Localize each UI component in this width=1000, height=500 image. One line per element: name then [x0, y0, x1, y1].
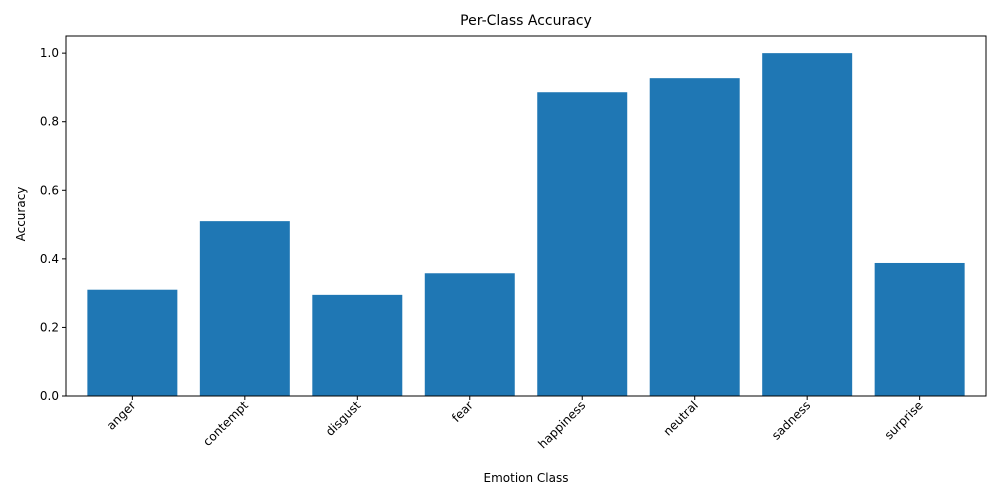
- bar-surprise: [874, 262, 965, 396]
- bar-contempt: [199, 221, 290, 396]
- y-tick-label: 0.0: [40, 389, 59, 403]
- y-axis-label: Accuracy: [14, 187, 28, 242]
- chart-title: Per-Class Accuracy: [460, 13, 592, 29]
- y-tick-label: 0.4: [40, 252, 59, 266]
- y-tick-label: 1.0: [40, 46, 59, 60]
- plot-area: 0.0 0.2 0.4 0.6 0.8 1.0 anger contempt disgust fe…: [40, 35, 987, 451]
- bar-anger: [87, 289, 178, 396]
- x-tick-label-happiness: happiness: [535, 398, 588, 451]
- x-tick-label-contempt: contempt: [200, 398, 251, 449]
- y-tick-label: 0.8: [40, 115, 59, 129]
- bar-neutral: [649, 78, 740, 397]
- x-axis-label: Emotion Class: [484, 471, 569, 485]
- bar-happiness: [537, 92, 628, 396]
- y-tick-label: 0.2: [40, 320, 59, 334]
- bar-disgust: [312, 294, 403, 396]
- x-tick-label-neutral: neutral: [661, 398, 701, 438]
- x-tick-label-anger: anger: [104, 398, 139, 433]
- bar-sadness: [762, 53, 853, 396]
- bar-fear: [424, 273, 515, 396]
- plot-frame: [65, 35, 987, 397]
- x-tick-label-disgust: disgust: [323, 398, 364, 439]
- x-tick-label-sadness: sadness: [769, 398, 813, 442]
- x-tick-label-fear: fear: [449, 398, 476, 425]
- x-tick-label-surprise: surprise: [882, 398, 926, 442]
- y-tick-label: 0.6: [40, 183, 59, 197]
